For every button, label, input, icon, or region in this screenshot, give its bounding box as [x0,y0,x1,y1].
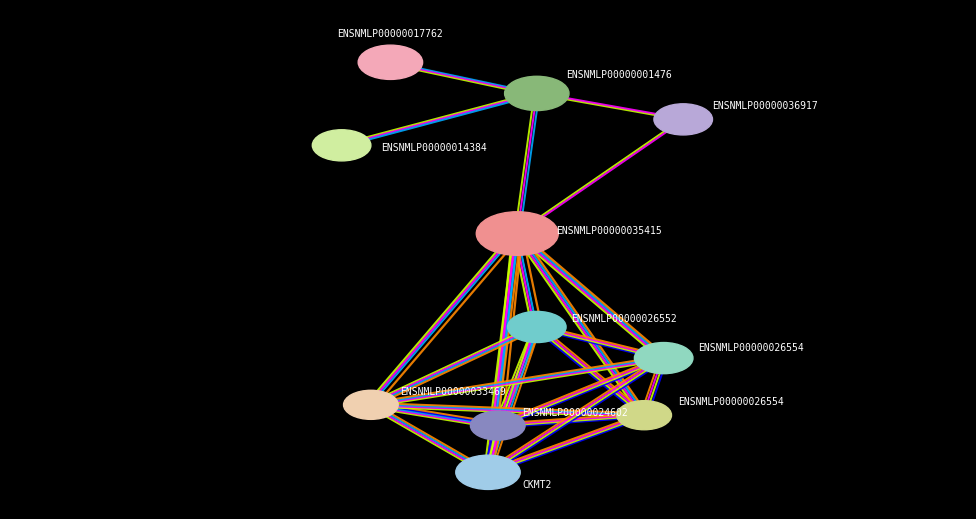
Text: ENSNMLP00000017762: ENSNMLP00000017762 [338,29,443,39]
Text: ENSNMLP00000033469: ENSNMLP00000033469 [400,387,506,397]
Text: ENSNMLP00000024602: ENSNMLP00000024602 [522,407,628,418]
Circle shape [508,311,566,343]
Text: ENSNMLP00000036917: ENSNMLP00000036917 [712,101,818,112]
Circle shape [476,212,558,255]
Circle shape [344,390,398,419]
Circle shape [470,411,525,440]
Circle shape [654,104,712,135]
Text: ENSNMLP00000035415: ENSNMLP00000035415 [556,226,662,236]
Circle shape [505,76,569,111]
Text: CKMT2: CKMT2 [522,480,551,490]
Text: ENSNMLP00000001476: ENSNMLP00000001476 [566,70,671,80]
Circle shape [634,343,693,374]
Text: ENSNMLP00000026552: ENSNMLP00000026552 [571,314,676,324]
Circle shape [358,45,423,79]
Text: ENSNMLP00000026554: ENSNMLP00000026554 [678,397,784,407]
Text: ENSNMLP00000026554: ENSNMLP00000026554 [698,343,803,353]
Circle shape [456,455,520,489]
Circle shape [617,401,671,430]
Circle shape [312,130,371,161]
Text: ENSNMLP00000014384: ENSNMLP00000014384 [381,143,486,153]
